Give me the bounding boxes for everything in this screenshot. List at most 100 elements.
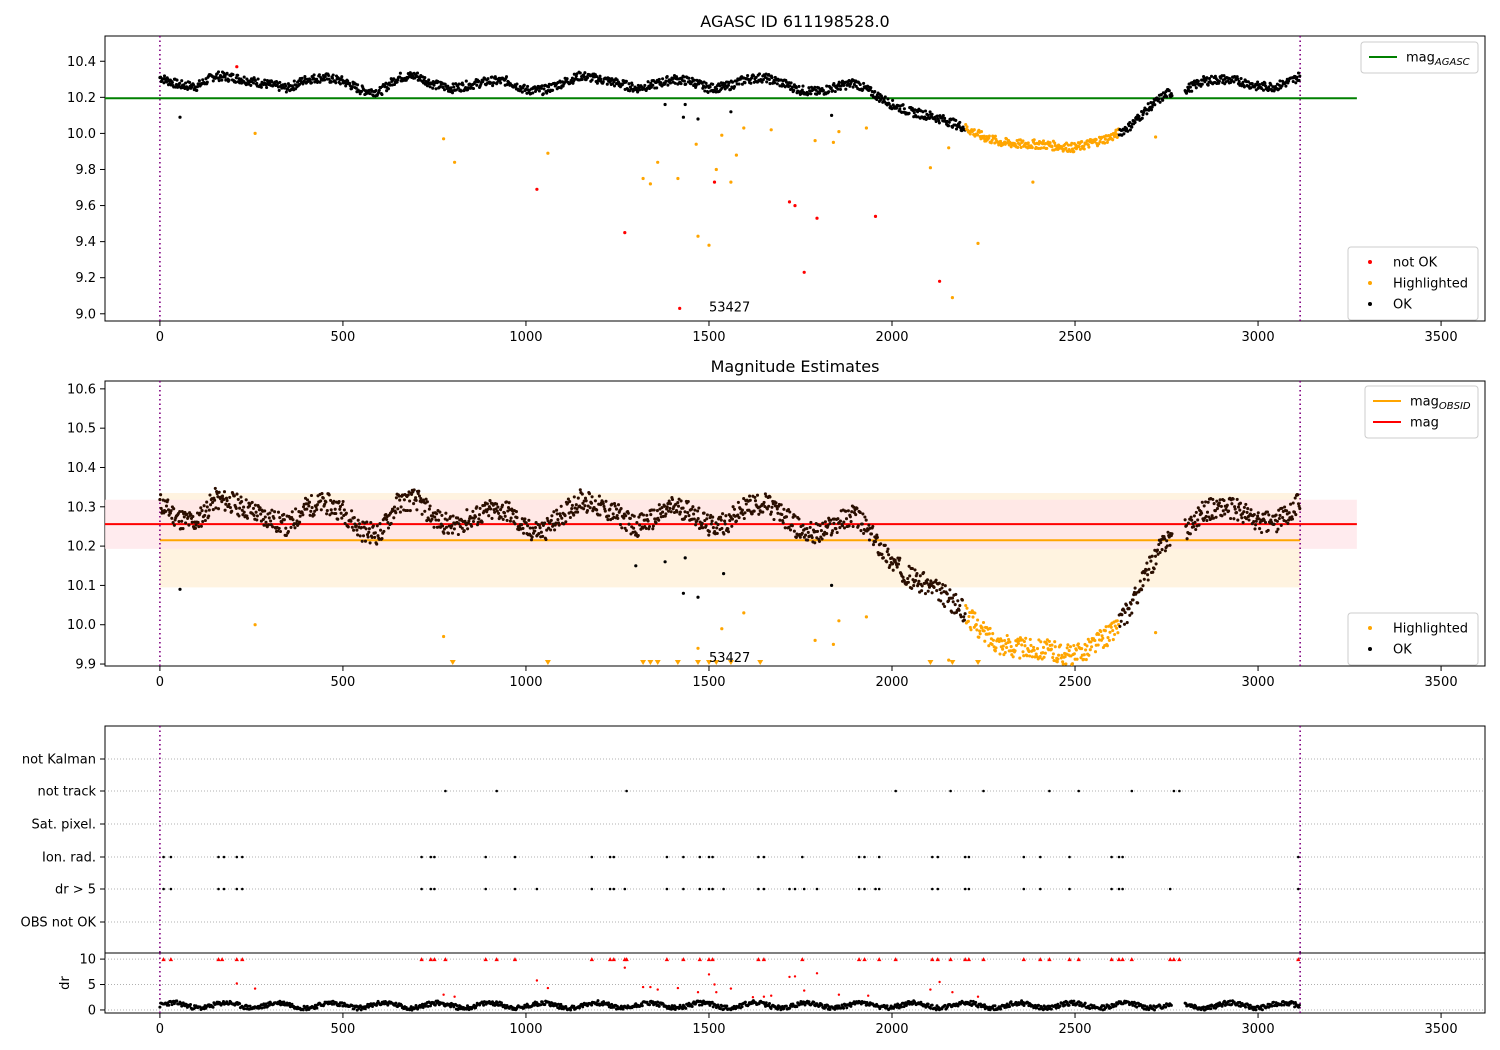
ok-point (339, 511, 343, 515)
highlighted-point (714, 167, 718, 172)
ok-point (1284, 519, 1288, 523)
ok-point (836, 517, 840, 521)
ok-point (549, 528, 553, 532)
ok-point (954, 118, 958, 122)
ok-point (722, 572, 726, 576)
ok-point (861, 512, 865, 516)
dr-point (711, 1005, 715, 1009)
ok-point (585, 76, 590, 80)
dr-point (482, 1003, 486, 1007)
ok-point (309, 81, 314, 85)
ok-point (368, 92, 372, 96)
ok-point (1242, 85, 1246, 89)
ok-point (547, 85, 551, 89)
ok-point (807, 86, 811, 90)
dr-point (543, 1003, 547, 1007)
ok-point (466, 527, 470, 531)
ok-point (915, 571, 919, 576)
ok-point (953, 603, 957, 607)
dr-point (1169, 1003, 1173, 1007)
ok-point (319, 508, 323, 512)
ok-point (255, 81, 259, 85)
ok-point (883, 95, 887, 99)
dr-point (1143, 1004, 1147, 1008)
ok-point (1281, 516, 1285, 520)
ok-point (414, 498, 418, 502)
ok-point (520, 517, 524, 521)
ok-point (308, 513, 312, 517)
highlighted-point (707, 243, 711, 247)
ok-point (1223, 512, 1227, 516)
highlighted-point (864, 615, 869, 619)
highlighted-point (1115, 619, 1119, 623)
ok-point (549, 518, 553, 522)
dr-point (472, 1003, 476, 1007)
ok-point (526, 524, 530, 528)
ok-point (696, 595, 700, 599)
ok-point (170, 80, 174, 85)
ok-point (790, 524, 794, 528)
ok-point (397, 494, 401, 498)
ok-point (624, 528, 628, 533)
ok-point (820, 537, 824, 541)
flag-row-label: OBS not OK (21, 916, 97, 931)
ok-point (709, 522, 713, 526)
ok-point (375, 524, 379, 528)
dr-point (503, 1003, 507, 1007)
ok-point (1285, 509, 1289, 513)
ok-point (842, 520, 846, 524)
ok-point (197, 525, 201, 529)
ok-point (499, 81, 503, 85)
ok-point (846, 509, 850, 513)
ok-point (854, 84, 858, 88)
dr-point (1135, 1005, 1139, 1009)
ok-point (907, 111, 911, 115)
y-tick-label: 9.8 (75, 163, 96, 178)
ok-point (370, 535, 374, 539)
dr-point (550, 1001, 554, 1005)
ok-point (1149, 559, 1153, 563)
legend-dot-swatch (1368, 302, 1372, 306)
ok-point (1298, 74, 1302, 78)
dr-point (1054, 1006, 1058, 1010)
highlighted-point (971, 615, 975, 619)
ok-point (195, 88, 199, 92)
ok-point (1146, 573, 1150, 577)
ok-point (954, 592, 958, 596)
ok-point (256, 77, 260, 81)
ok-point (655, 509, 659, 513)
ok-point (380, 92, 384, 97)
dr-point (993, 1004, 997, 1008)
x-tick-label: 3000 (1242, 330, 1275, 345)
ok-point (798, 535, 802, 539)
ok-point (604, 499, 608, 503)
ok-point (815, 529, 820, 533)
ok-point (1133, 586, 1137, 590)
dr-point (1153, 1008, 1156, 1012)
dr-point (999, 1007, 1003, 1011)
highlighted-point (1007, 637, 1011, 642)
ok-point (732, 507, 737, 511)
ok-point (652, 508, 656, 512)
ok-point (744, 502, 748, 506)
highlighted-point (1072, 643, 1076, 648)
ok-point (580, 77, 584, 81)
ok-point (323, 78, 327, 82)
ok-point (1249, 86, 1253, 90)
ok-point (520, 523, 524, 527)
ok-point (242, 510, 246, 514)
ok-point (504, 75, 509, 79)
ok-point (320, 492, 324, 496)
ok-point (408, 509, 412, 513)
ok-point (432, 525, 436, 529)
dr-point (657, 1004, 661, 1008)
x-tick-label: 2500 (1058, 330, 1091, 345)
dr-point (896, 1003, 900, 1007)
ok-point (278, 529, 283, 534)
ok-point (576, 510, 580, 514)
highlighted-point (1070, 662, 1075, 666)
ok-point (800, 88, 804, 92)
highlighted-point (1030, 146, 1034, 150)
highlighted-point (1106, 636, 1110, 640)
ok-point (522, 531, 526, 535)
